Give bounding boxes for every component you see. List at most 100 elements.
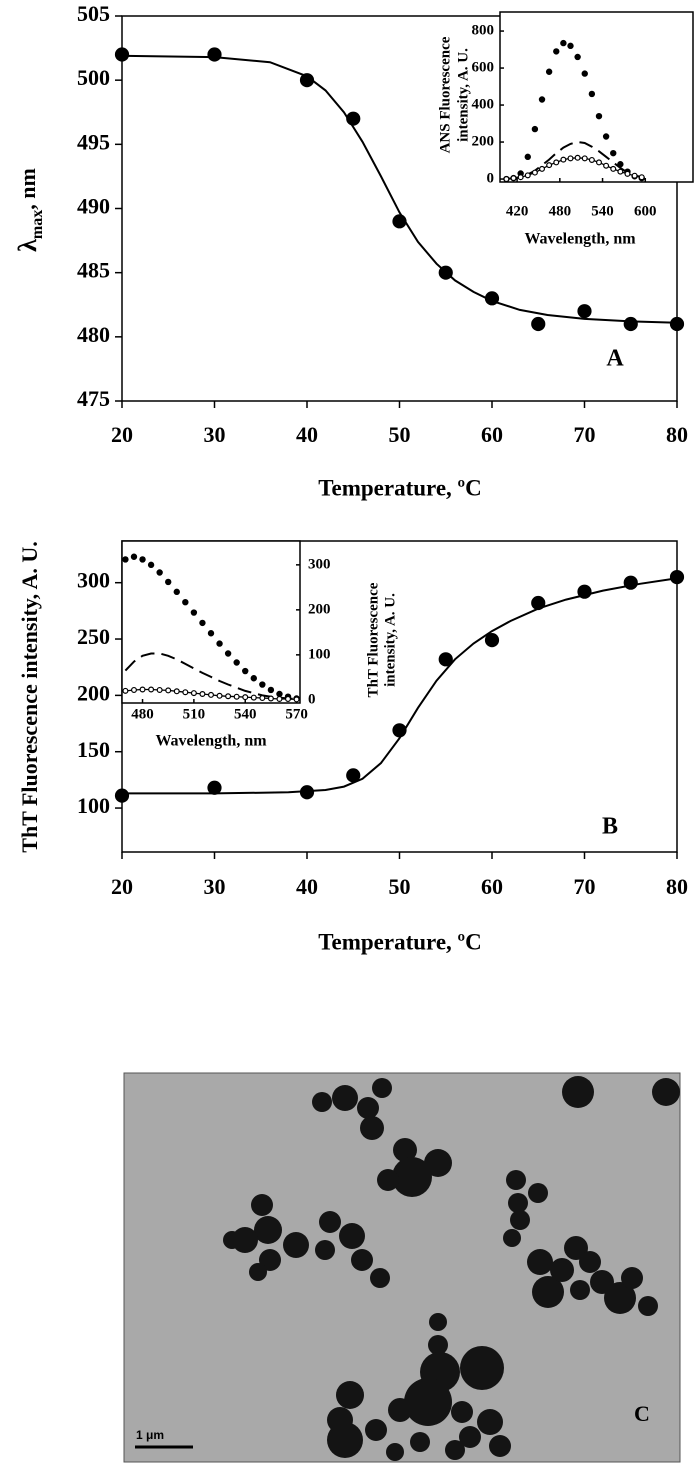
- dot: [216, 640, 223, 647]
- dot: [588, 90, 596, 98]
- dot: [560, 156, 567, 163]
- dot: [553, 159, 560, 166]
- particle: [339, 1223, 365, 1249]
- x-tick-label: 80: [666, 874, 688, 899]
- dot: [250, 694, 257, 701]
- particle: [528, 1183, 548, 1203]
- dot: [524, 172, 531, 179]
- x-tick-label: 480: [131, 706, 154, 722]
- dot: [567, 155, 574, 162]
- particle: [377, 1169, 399, 1191]
- x-tick-label: 420: [506, 203, 529, 219]
- dot: [156, 686, 163, 693]
- dot: [199, 690, 206, 697]
- dot: [173, 588, 180, 596]
- dot: [574, 154, 581, 161]
- particle: [652, 1078, 680, 1106]
- dot: [503, 176, 510, 183]
- dot: [603, 162, 610, 169]
- dot: [553, 48, 560, 55]
- dot: [122, 687, 129, 694]
- particle: [503, 1229, 521, 1247]
- dot: [259, 681, 266, 688]
- y-tick-label: 150: [77, 737, 110, 762]
- dot: [538, 96, 546, 103]
- particle: [315, 1240, 335, 1260]
- particle: [424, 1149, 452, 1177]
- particle: [579, 1251, 601, 1273]
- dot: [208, 691, 215, 698]
- data-point: [438, 652, 453, 667]
- particle: [372, 1078, 392, 1098]
- y-tick-label: 400: [472, 96, 495, 112]
- particle: [429, 1313, 447, 1331]
- particle: [249, 1263, 267, 1281]
- dot: [156, 569, 163, 576]
- y-axis-label: ANS Fluorescence: [437, 36, 453, 153]
- data-point: [669, 316, 685, 332]
- particle: [570, 1280, 590, 1300]
- y-tick-label: 600: [472, 59, 495, 75]
- dot: [517, 174, 524, 181]
- dot: [510, 175, 517, 182]
- dot: [259, 695, 266, 702]
- x-axis-label: Temperature, ºC: [318, 929, 481, 954]
- particle: [365, 1419, 387, 1441]
- y-tick-label: 495: [77, 129, 110, 154]
- particle: [489, 1435, 511, 1457]
- particle: [232, 1227, 258, 1253]
- particle: [445, 1440, 465, 1460]
- dot: [293, 696, 300, 703]
- x-tick-label: 80: [666, 422, 688, 447]
- y-tick-label: 485: [77, 258, 110, 283]
- y-axis-label-part: ThT Fluorescence intensity, A. U.: [17, 541, 42, 852]
- particle: [527, 1249, 553, 1275]
- dot: [610, 149, 617, 157]
- curve: [124, 652, 297, 700]
- particle: [319, 1211, 341, 1233]
- dot: [531, 125, 539, 133]
- data-point: [623, 316, 638, 332]
- x-tick-label: 30: [204, 874, 226, 899]
- particle: [477, 1409, 503, 1435]
- particle: [532, 1276, 564, 1308]
- y-tick-label: 500: [77, 65, 110, 90]
- dot: [595, 112, 603, 120]
- dot: [610, 165, 617, 172]
- dot: [182, 599, 189, 606]
- dot: [242, 694, 249, 701]
- x-tick-label: 40: [296, 422, 318, 447]
- dot: [216, 692, 223, 699]
- y-tick-label: 505: [77, 1, 110, 26]
- particle: [283, 1232, 309, 1258]
- dot: [267, 686, 275, 694]
- x-axis-label: Temperature, ºC: [318, 475, 481, 500]
- x-tick-label: 20: [111, 874, 133, 899]
- particle: [404, 1378, 452, 1426]
- particle: [604, 1282, 636, 1314]
- particle: [357, 1097, 379, 1119]
- dot: [130, 686, 137, 693]
- y-tick-label: 250: [77, 624, 110, 649]
- dot: [147, 561, 155, 569]
- particle: [388, 1398, 412, 1422]
- x-axis-label: Wavelength, nm: [524, 231, 636, 248]
- curve: [121, 54, 678, 324]
- y-tick-label: 800: [472, 22, 495, 38]
- particle: [510, 1210, 530, 1230]
- dot: [560, 39, 567, 47]
- particle: [508, 1193, 528, 1213]
- dot: [139, 556, 146, 563]
- particle: [223, 1231, 241, 1249]
- data-point: [577, 304, 592, 319]
- y-tick-label: 480: [77, 322, 110, 347]
- particle: [506, 1170, 526, 1190]
- data-point: [207, 780, 222, 795]
- particle: [332, 1085, 358, 1111]
- x-tick-label: 40: [296, 874, 318, 899]
- particle: [312, 1092, 332, 1112]
- particle: [550, 1258, 574, 1282]
- y-axis-label-part: max: [29, 210, 46, 239]
- x-tick-label: 60: [481, 422, 503, 447]
